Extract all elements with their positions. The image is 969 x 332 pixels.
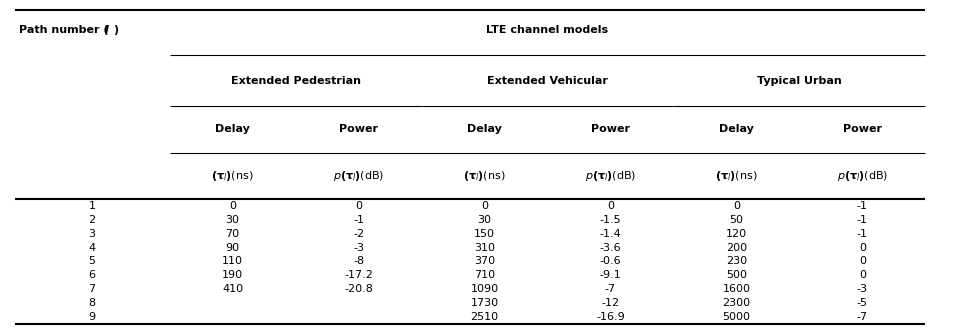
Text: -1.4: -1.4	[600, 229, 621, 239]
Text: -1: -1	[857, 229, 868, 239]
Text: -7: -7	[857, 312, 868, 322]
Text: Delay: Delay	[467, 124, 502, 134]
Text: 5000: 5000	[723, 312, 750, 322]
Text: l: l	[105, 25, 109, 35]
Text: -5: -5	[857, 298, 868, 308]
Text: 110: 110	[222, 256, 243, 267]
Text: 410: 410	[222, 284, 243, 294]
Text: -1.5: -1.5	[600, 215, 621, 225]
Text: 90: 90	[226, 243, 239, 253]
Text: 0: 0	[859, 270, 866, 280]
Text: 1600: 1600	[723, 284, 750, 294]
Text: -20.8: -20.8	[344, 284, 373, 294]
Text: 2: 2	[88, 215, 96, 225]
Text: Path number (: Path number (	[19, 25, 109, 35]
Text: 370: 370	[474, 256, 495, 267]
Text: 150: 150	[474, 229, 495, 239]
Text: 1: 1	[88, 201, 96, 211]
Text: 230: 230	[726, 256, 747, 267]
Text: 3: 3	[88, 229, 96, 239]
Text: $\mathit{p}\mathbf{(\tau}_\mathbf{\mathit{l}}\mathbf{)}$(dB): $\mathit{p}\mathbf{(\tau}_\mathbf{\mathi…	[332, 169, 385, 183]
Text: 30: 30	[226, 215, 239, 225]
Text: -0.6: -0.6	[600, 256, 621, 267]
Text: 2300: 2300	[722, 298, 751, 308]
Text: Extended Pedestrian: Extended Pedestrian	[231, 76, 360, 86]
Text: $\mathbf{(\tau}_\mathbf{\mathit{l}}\mathbf{)}$(ns): $\mathbf{(\tau}_\mathbf{\mathit{l}}\math…	[715, 169, 758, 183]
Text: 0: 0	[229, 201, 236, 211]
Text: -7: -7	[605, 284, 616, 294]
Text: -12: -12	[602, 298, 619, 308]
Text: Delay: Delay	[215, 124, 250, 134]
Text: Power: Power	[591, 124, 630, 134]
Text: 710: 710	[474, 270, 495, 280]
Text: -8: -8	[353, 256, 364, 267]
Text: -1: -1	[857, 215, 868, 225]
Text: Power: Power	[843, 124, 882, 134]
Text: 0: 0	[355, 201, 362, 211]
Text: -1: -1	[353, 215, 364, 225]
Text: 190: 190	[222, 270, 243, 280]
Text: 5: 5	[88, 256, 96, 267]
Text: 6: 6	[88, 270, 96, 280]
Text: -16.9: -16.9	[596, 312, 625, 322]
Text: ): )	[113, 25, 118, 35]
Text: 120: 120	[726, 229, 747, 239]
Text: 9: 9	[88, 312, 96, 322]
Text: 0: 0	[607, 201, 614, 211]
Text: 0: 0	[481, 201, 488, 211]
Text: 500: 500	[726, 270, 747, 280]
Text: $\mathbf{(\tau}_\mathbf{\mathit{l}}\mathbf{)}$(ns): $\mathbf{(\tau}_\mathbf{\mathit{l}}\math…	[211, 169, 254, 183]
Text: 7: 7	[88, 284, 96, 294]
Text: 1090: 1090	[470, 284, 499, 294]
Text: -17.2: -17.2	[344, 270, 373, 280]
Text: -3: -3	[857, 284, 868, 294]
Text: $\mathit{p}\mathbf{(\tau}_\mathbf{\mathit{l}}\mathbf{)}$(dB): $\mathit{p}\mathbf{(\tau}_\mathbf{\mathi…	[584, 169, 637, 183]
Text: -9.1: -9.1	[600, 270, 621, 280]
Text: $\mathbf{(\tau}_\mathbf{\mathit{l}}\mathbf{)}$(ns): $\mathbf{(\tau}_\mathbf{\mathit{l}}\math…	[463, 169, 506, 183]
Text: 0: 0	[859, 256, 866, 267]
Text: 30: 30	[478, 215, 491, 225]
Text: LTE channel models: LTE channel models	[486, 25, 609, 35]
Text: Delay: Delay	[719, 124, 754, 134]
Text: -3: -3	[353, 243, 364, 253]
Text: Typical Urban: Typical Urban	[757, 76, 842, 86]
Text: 50: 50	[730, 215, 743, 225]
Text: -3.6: -3.6	[600, 243, 621, 253]
Text: $\mathit{p}\mathbf{(\tau}_\mathbf{\mathit{l}}\mathbf{)}$(dB): $\mathit{p}\mathbf{(\tau}_\mathbf{\mathi…	[836, 169, 889, 183]
Text: 2510: 2510	[470, 312, 499, 322]
Text: 200: 200	[726, 243, 747, 253]
Text: 310: 310	[474, 243, 495, 253]
Text: 70: 70	[226, 229, 239, 239]
Text: -1: -1	[857, 201, 868, 211]
Text: 8: 8	[88, 298, 96, 308]
Text: 0: 0	[859, 243, 866, 253]
Text: Extended Vehicular: Extended Vehicular	[487, 76, 608, 86]
Text: Power: Power	[339, 124, 378, 134]
Text: 0: 0	[733, 201, 740, 211]
Text: 1730: 1730	[470, 298, 499, 308]
Text: 4: 4	[88, 243, 96, 253]
Text: -2: -2	[353, 229, 364, 239]
